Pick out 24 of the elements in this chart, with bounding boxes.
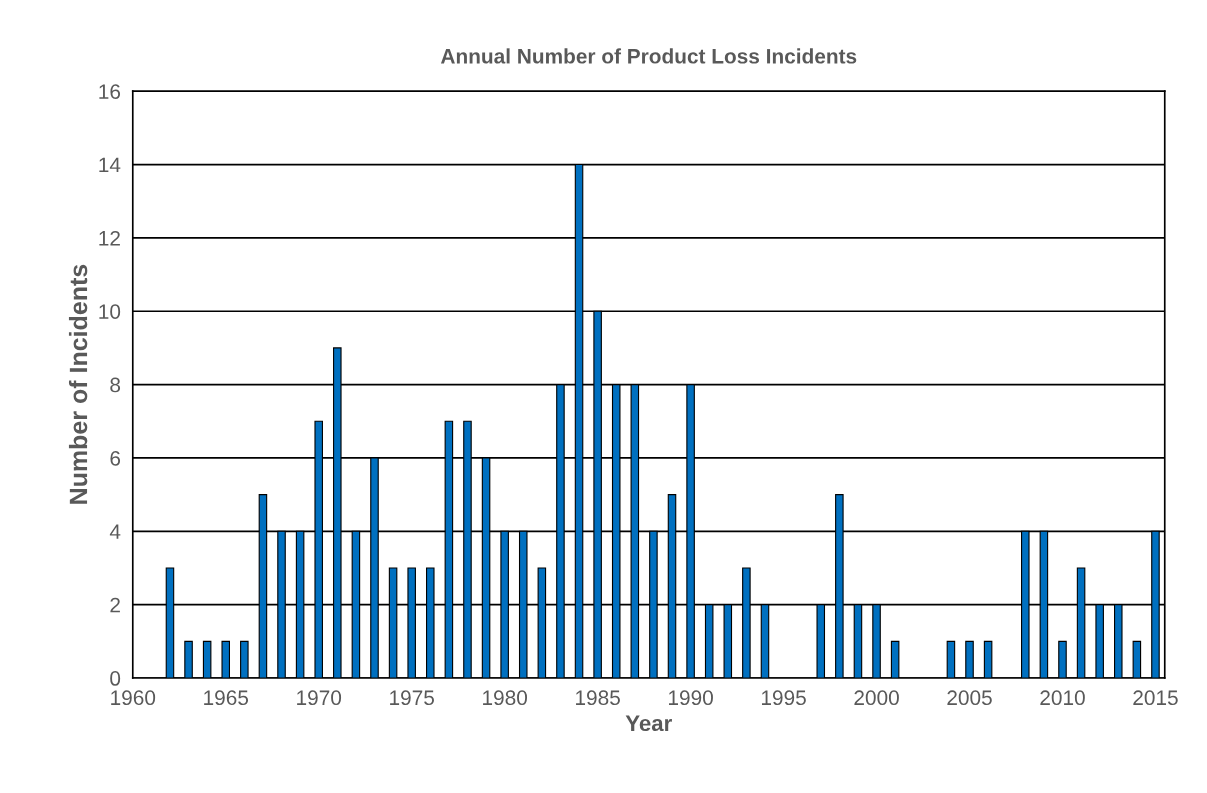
x-tick-label: 2000 <box>854 690 899 706</box>
x-tick-label: 1985 <box>576 690 620 706</box>
y-tick-label: 8 <box>110 377 121 393</box>
x-tick-label: 1990 <box>669 690 713 706</box>
y-tick-label: 4 <box>109 524 121 539</box>
y-axis-title: Number of Incidents <box>68 264 88 504</box>
x-axis-title: Year <box>625 715 672 732</box>
y-tick-label: 10 <box>99 304 121 320</box>
x-tick-label: 1970 <box>297 690 342 706</box>
y-tick-label: 12 <box>99 230 120 246</box>
x-tick-label: 2005 <box>947 690 992 706</box>
x-tick-label: 1965 <box>204 690 249 706</box>
y-tick-label: 14 <box>99 157 121 173</box>
x-tick-label: 1995 <box>761 690 806 706</box>
x-tick-label: 1960 <box>111 690 156 706</box>
y-tick-label: 6 <box>110 450 121 466</box>
chart-title: Annual Number of Product Loss Incidents <box>440 48 857 64</box>
x-tick-label: 2015 <box>1133 690 1178 706</box>
y-tick-label: 16 <box>99 84 121 99</box>
y-tick-label: 2 <box>110 597 120 613</box>
x-tick-label: 2010 <box>1040 690 1085 706</box>
x-tick-label: 1980 <box>483 690 528 706</box>
y-tick-label: 0 <box>110 671 121 686</box>
x-tick-label: 1975 <box>390 690 434 706</box>
